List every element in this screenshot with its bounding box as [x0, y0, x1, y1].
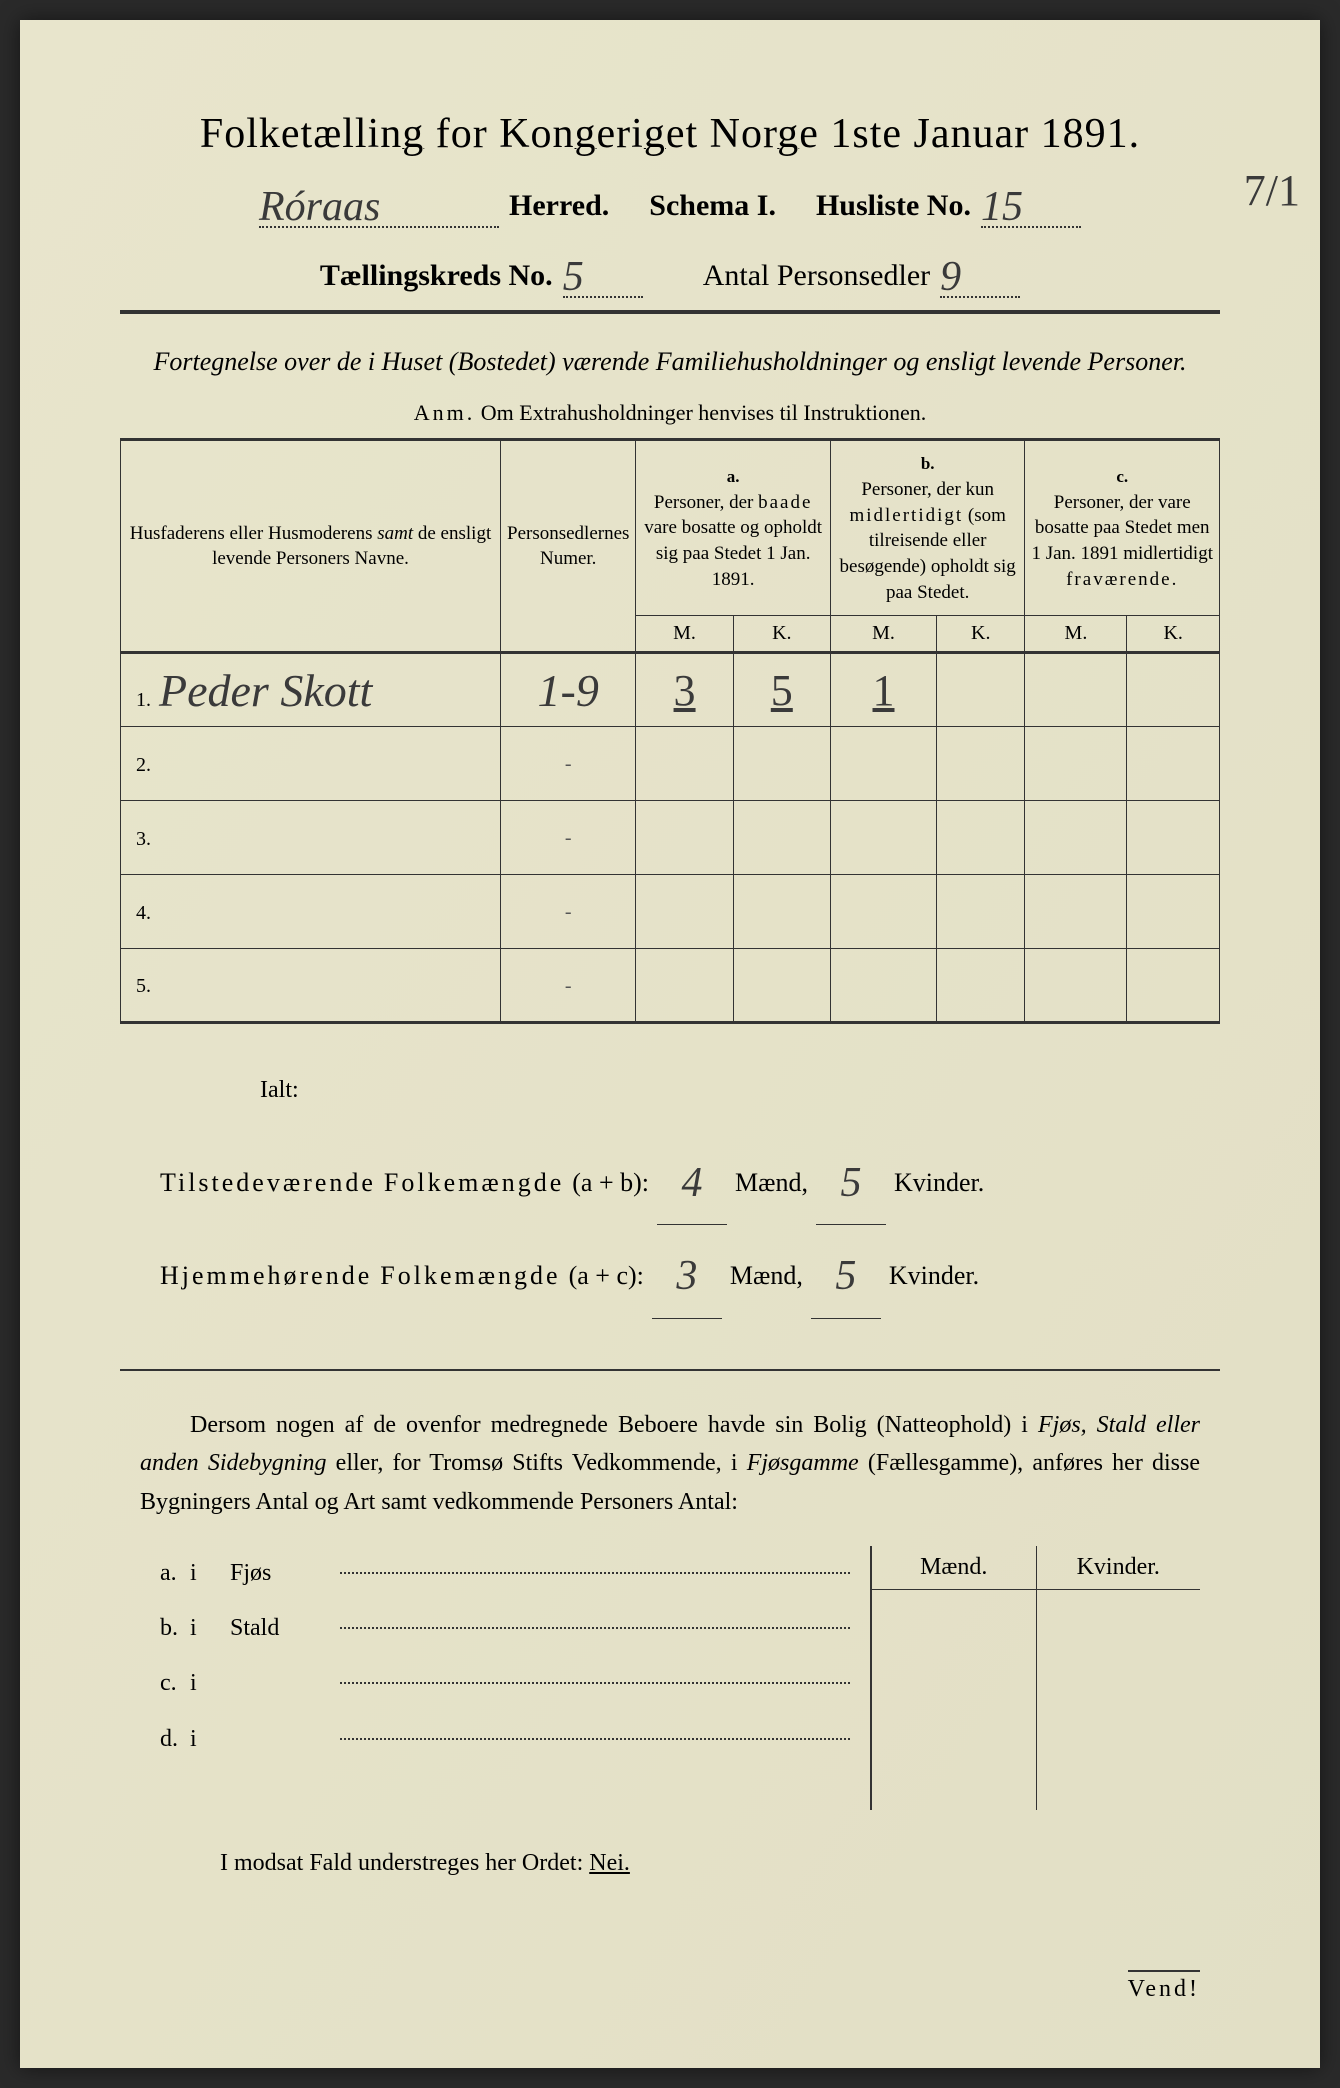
hjemme-m-field: 3: [652, 1225, 722, 1318]
col-header-b: b.Personer, der kun midlertidigt (som ti…: [830, 440, 1025, 616]
building-paragraph: Dersom nogen af de ovenfor medregnede Be…: [140, 1406, 1200, 1521]
subtitle: Fortegnelse over de i Huset (Bostedet) v…: [120, 344, 1220, 380]
building-item: c. i: [140, 1656, 870, 1711]
col-header-numer: Personsedlernes Numer.: [501, 440, 636, 653]
table-row: 1.Peder Skott 1-9 3 5 1: [121, 653, 1220, 727]
rule-2: [120, 1369, 1220, 1371]
building-list: a. i Fjøs b. i Stald c. i d. i: [140, 1546, 870, 1810]
col-b-m: M.: [830, 616, 936, 653]
rule-1: [120, 310, 1220, 314]
col-header-c: c.Personer, der vare bosatte paa Stedet …: [1025, 440, 1220, 616]
building-item: b. i Stald: [140, 1601, 870, 1656]
building-item: a. i Fjøs: [140, 1546, 870, 1601]
mk-kvinder-header: Kvinder.: [1037, 1546, 1201, 1589]
table-row: 4. -: [121, 875, 1220, 949]
col-header-a: a.Personer, der baade vare bosatte og op…: [636, 440, 831, 616]
col-c-k: K.: [1127, 616, 1220, 653]
mk-header: Mænd. Kvinder.: [872, 1546, 1200, 1590]
main-table: Husfaderens eller Husmoderens samt de en…: [120, 438, 1220, 1024]
antal-field: 9: [940, 248, 1020, 298]
header-line-3: Tællingskreds No. 5 Antal Personsedler 9: [120, 248, 1220, 298]
building-item: d. i: [140, 1712, 870, 1767]
header-line-2: Róraas Herred. Schema I. Husliste No. 15: [120, 178, 1220, 228]
mk-table: Mænd. Kvinder.: [870, 1546, 1200, 1810]
ialt-label: Ialt:: [260, 1064, 1180, 1117]
totals-section: Ialt: Tilstedeværende Folkemængde (a + b…: [160, 1064, 1180, 1319]
col-a-k: K.: [733, 616, 830, 653]
col-header-names: Husfaderens eller Husmoderens samt de en…: [121, 440, 501, 653]
col-b-k: K.: [937, 616, 1025, 653]
margin-annotation: 7/1: [1244, 165, 1300, 216]
table-row: 5. -: [121, 949, 1220, 1023]
document-title: Folketælling for Kongeriget Norge 1ste J…: [120, 110, 1220, 158]
anm-note: Anm. Om Extrahusholdninger henvises til …: [120, 400, 1220, 426]
col-a-m: M.: [636, 616, 733, 653]
tilstede-k-field: 5: [816, 1132, 886, 1225]
tilstede-row: Tilstedeværende Folkemængde (a + b): 4 M…: [160, 1132, 1180, 1225]
col-c-m: M.: [1025, 616, 1127, 653]
table-row: 2. -: [121, 727, 1220, 801]
tilstede-m-field: 4: [657, 1132, 727, 1225]
mk-maend-header: Mænd.: [872, 1546, 1037, 1589]
building-section: a. i Fjøs b. i Stald c. i d. i: [140, 1546, 1200, 1810]
mk-body: [872, 1590, 1200, 1810]
hjemme-k-field: 5: [811, 1225, 881, 1318]
census-document: 7/1 Folketælling for Kongeriget Norge 1s…: [20, 20, 1320, 2068]
herred-field: Róraas: [259, 178, 499, 228]
taellingskreds-field: 5: [563, 248, 643, 298]
vend-label: Vend!: [1128, 1970, 1200, 2003]
table-row: 3. -: [121, 801, 1220, 875]
husliste-field: 15: [981, 178, 1081, 228]
hjemme-row: Hjemmehørende Folkemængde (a + c): 3 Mæn…: [160, 1225, 1180, 1318]
nei-line: I modsat Fald understreges her Ordet: Ne…: [140, 1850, 1200, 1877]
